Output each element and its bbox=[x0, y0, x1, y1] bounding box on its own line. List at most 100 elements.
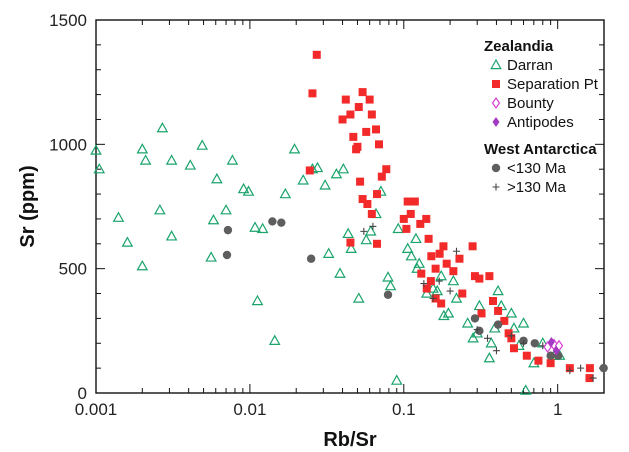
data-point bbox=[165, 230, 178, 241]
data-point bbox=[377, 172, 386, 181]
data-point bbox=[585, 364, 594, 373]
data-point bbox=[442, 259, 451, 268]
data-point bbox=[268, 217, 277, 226]
data-point bbox=[121, 236, 134, 247]
data-point bbox=[485, 272, 494, 281]
data-point bbox=[547, 337, 555, 348]
data-point bbox=[452, 247, 460, 255]
data-point bbox=[543, 340, 552, 354]
data-point bbox=[345, 242, 357, 253]
data-point bbox=[207, 213, 220, 225]
plot-border bbox=[95, 19, 605, 394]
data-point bbox=[577, 364, 585, 372]
data-point bbox=[585, 374, 594, 383]
data-point bbox=[346, 110, 355, 119]
data-point bbox=[410, 197, 419, 206]
x-axis-title: Rb/Sr bbox=[323, 429, 377, 451]
data-point bbox=[406, 209, 415, 218]
data-point bbox=[136, 143, 149, 154]
data-point bbox=[411, 262, 423, 273]
legend-marker bbox=[492, 117, 500, 127]
data-point bbox=[522, 351, 531, 360]
data-point bbox=[154, 203, 166, 215]
data-point bbox=[342, 227, 354, 239]
data-point bbox=[211, 172, 223, 184]
data-point bbox=[489, 296, 498, 305]
series-darran bbox=[90, 121, 566, 395]
data-point bbox=[383, 290, 393, 299]
data-point bbox=[251, 294, 264, 306]
data-point bbox=[500, 316, 509, 325]
data-point bbox=[477, 309, 486, 318]
data-point bbox=[352, 292, 365, 303]
data-point bbox=[534, 356, 543, 365]
data-point bbox=[519, 384, 532, 395]
data-point bbox=[552, 345, 560, 356]
data-point bbox=[226, 154, 239, 165]
data-point bbox=[136, 259, 149, 271]
data-point bbox=[416, 219, 425, 228]
legend-marker bbox=[492, 183, 500, 191]
data-point bbox=[437, 299, 446, 308]
legend-entry-label: Antipodes bbox=[507, 114, 574, 131]
data-point bbox=[384, 279, 397, 291]
data-point bbox=[401, 242, 414, 253]
data-point bbox=[112, 211, 125, 222]
data-point bbox=[341, 95, 350, 104]
data-point bbox=[268, 334, 281, 345]
data-point bbox=[346, 238, 355, 247]
data-point bbox=[312, 50, 321, 59]
data-point bbox=[475, 326, 484, 336]
data-point bbox=[373, 239, 382, 248]
data-point bbox=[337, 162, 350, 174]
data-point bbox=[507, 332, 515, 340]
legend-marker bbox=[492, 80, 500, 88]
data-point bbox=[473, 326, 481, 334]
data-point bbox=[308, 89, 317, 98]
data-points bbox=[90, 50, 608, 395]
data-point bbox=[435, 277, 443, 285]
data-point bbox=[470, 272, 479, 281]
data-point bbox=[277, 218, 286, 227]
data-point bbox=[467, 332, 479, 343]
data-point bbox=[494, 306, 503, 315]
data-point bbox=[492, 347, 500, 355]
data-point bbox=[493, 320, 503, 329]
data-point bbox=[458, 289, 467, 298]
data-point bbox=[484, 334, 492, 342]
data-point bbox=[373, 190, 382, 199]
data-point bbox=[546, 359, 555, 368]
y-tick-label: 1000 bbox=[49, 135, 87, 154]
data-point bbox=[297, 174, 310, 185]
data-point bbox=[450, 292, 463, 303]
y-tick-label: 500 bbox=[59, 260, 87, 279]
data-point bbox=[420, 280, 428, 288]
legend-marker bbox=[490, 58, 502, 70]
data-point bbox=[517, 317, 530, 328]
legend-entry-label: Bounty bbox=[507, 95, 554, 112]
data-point bbox=[435, 269, 448, 281]
data-point bbox=[422, 214, 431, 223]
data-point bbox=[220, 203, 232, 215]
data-point bbox=[242, 185, 255, 196]
data-point bbox=[439, 242, 448, 251]
data-point bbox=[369, 222, 377, 230]
data-point bbox=[520, 339, 528, 347]
data-point bbox=[222, 250, 232, 260]
data-point bbox=[410, 232, 422, 244]
data-point bbox=[508, 322, 520, 333]
legend-marker bbox=[491, 96, 501, 110]
data-point bbox=[420, 287, 433, 298]
data-point bbox=[363, 200, 372, 209]
data-point bbox=[372, 125, 381, 134]
data-point bbox=[382, 271, 394, 282]
y-tick-label: 1500 bbox=[49, 11, 87, 30]
legend-group-title: West Antarctica bbox=[484, 141, 597, 158]
legend-group-title: Zealandia bbox=[484, 38, 554, 55]
series-antipodes bbox=[547, 337, 560, 356]
data-point bbox=[427, 252, 436, 261]
data-point bbox=[358, 195, 367, 204]
data-point bbox=[485, 337, 498, 348]
data-point bbox=[249, 221, 261, 232]
